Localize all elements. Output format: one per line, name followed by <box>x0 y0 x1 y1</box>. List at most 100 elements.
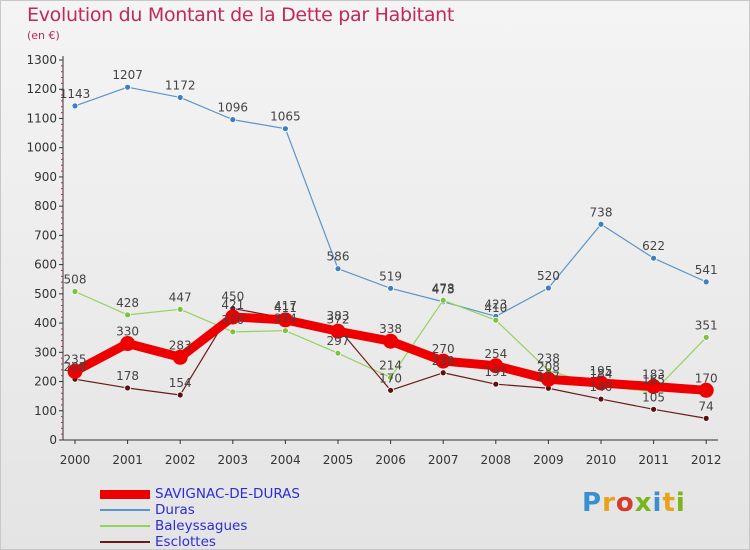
data-point <box>650 254 657 262</box>
data-point <box>124 83 131 91</box>
data-label: 421 <box>221 298 244 312</box>
x-tick-label: 2003 <box>218 453 249 467</box>
data-point <box>646 379 662 395</box>
data-label: 541 <box>695 263 718 277</box>
data-label: 140 <box>590 380 613 394</box>
data-label: 254 <box>484 347 507 361</box>
data-point <box>383 333 399 349</box>
x-tick-label: 2010 <box>586 453 617 467</box>
data-point <box>439 369 447 377</box>
x-tick-label: 2008 <box>481 453 512 467</box>
x-tick-label: 2002 <box>165 453 196 467</box>
data-label: 170 <box>695 371 718 385</box>
data-point <box>281 125 289 133</box>
data-point <box>439 296 447 304</box>
data-label: 622 <box>642 239 665 253</box>
data-point <box>545 284 552 292</box>
data-label: 191 <box>484 365 507 379</box>
data-point <box>124 384 131 392</box>
data-label: 178 <box>116 369 139 383</box>
data-point <box>650 405 657 413</box>
data-label: 372 <box>327 312 350 326</box>
legend-swatch <box>100 525 150 527</box>
legend-swatch <box>100 490 150 499</box>
data-label: 520 <box>537 269 560 283</box>
data-label: 208 <box>537 360 560 374</box>
x-tick-label: 2012 <box>691 453 722 467</box>
logo-letter: i <box>652 488 663 518</box>
data-label: 374 <box>274 312 297 326</box>
legend-label: Esclottes <box>155 534 216 550</box>
data-label: 428 <box>116 296 139 310</box>
data-label: 74 <box>699 399 714 413</box>
data-point <box>334 349 342 357</box>
data-point <box>540 371 556 387</box>
data-point <box>702 278 710 286</box>
data-label: 230 <box>432 354 455 368</box>
y-tick-label: 900 <box>34 170 57 184</box>
y-tick-label: 100 <box>34 404 57 418</box>
data-point <box>176 94 184 101</box>
data-point <box>172 349 188 365</box>
logo-letter: P <box>582 488 603 518</box>
chart-subtitle: (en €) <box>27 29 60 42</box>
data-label: 738 <box>590 205 613 219</box>
series-savignac-de-duras <box>67 309 714 398</box>
data-label: 208 <box>64 360 87 374</box>
data-point <box>387 284 395 292</box>
data-point <box>492 380 500 388</box>
data-point <box>597 395 605 403</box>
data-label: 519 <box>379 269 402 283</box>
data-label: 165 <box>642 373 665 387</box>
data-label: 297 <box>327 334 350 348</box>
data-point <box>229 328 237 336</box>
data-label: 351 <box>695 318 718 332</box>
data-point <box>225 309 241 325</box>
y-tick-label: 1200 <box>26 82 57 96</box>
data-label: 195 <box>590 364 613 378</box>
legend-label: Duras <box>155 502 195 518</box>
x-tick-label: 2001 <box>112 453 143 467</box>
proxiti-logo: Proxiti <box>582 488 686 518</box>
y-tick-label: 700 <box>34 228 57 242</box>
data-label: 330 <box>116 325 139 339</box>
data-label: 1143 <box>60 87 91 101</box>
data-point <box>702 333 710 341</box>
y-tick-label: 800 <box>34 199 57 213</box>
data-label: 183 <box>642 368 665 382</box>
y-tick-label: 500 <box>34 287 57 301</box>
data-point <box>120 336 136 352</box>
x-tick-label: 2011 <box>638 453 669 467</box>
legend-swatch <box>100 541 150 543</box>
data-label: 447 <box>169 290 192 304</box>
data-point <box>176 391 184 399</box>
data-label: 270 <box>432 342 455 356</box>
data-point <box>281 327 289 335</box>
data-label: 450 <box>221 289 244 303</box>
data-labels: 1143 1207 1172 1096 1065 586 519 473 423 520 738 62… <box>60 68 718 413</box>
series-duras <box>71 83 710 320</box>
data-label: 370 <box>221 313 244 327</box>
data-label: 586 <box>327 250 350 264</box>
y-tick-label: 1100 <box>26 111 57 125</box>
x-tick-label: 2009 <box>533 453 564 467</box>
data-label: 184 <box>590 367 613 381</box>
data-point <box>492 316 500 324</box>
data-label: 1207 <box>112 68 143 82</box>
x-tick-label: 2000 <box>60 453 91 467</box>
data-point <box>334 265 342 273</box>
data-label: 214 <box>379 358 402 372</box>
data-point <box>71 102 79 110</box>
logo-letter: o <box>615 488 635 518</box>
logo-letter: t <box>662 488 676 518</box>
data-point <box>597 220 605 228</box>
data-label: 1065 <box>270 110 301 124</box>
y-tick-label: 1300 <box>26 53 57 67</box>
legend-swatch <box>100 509 150 511</box>
logo-letter: r <box>602 488 616 518</box>
data-point <box>698 382 714 398</box>
data-label: 478 <box>432 281 455 295</box>
data-point <box>593 375 609 391</box>
y-tick-label: 200 <box>34 375 57 389</box>
